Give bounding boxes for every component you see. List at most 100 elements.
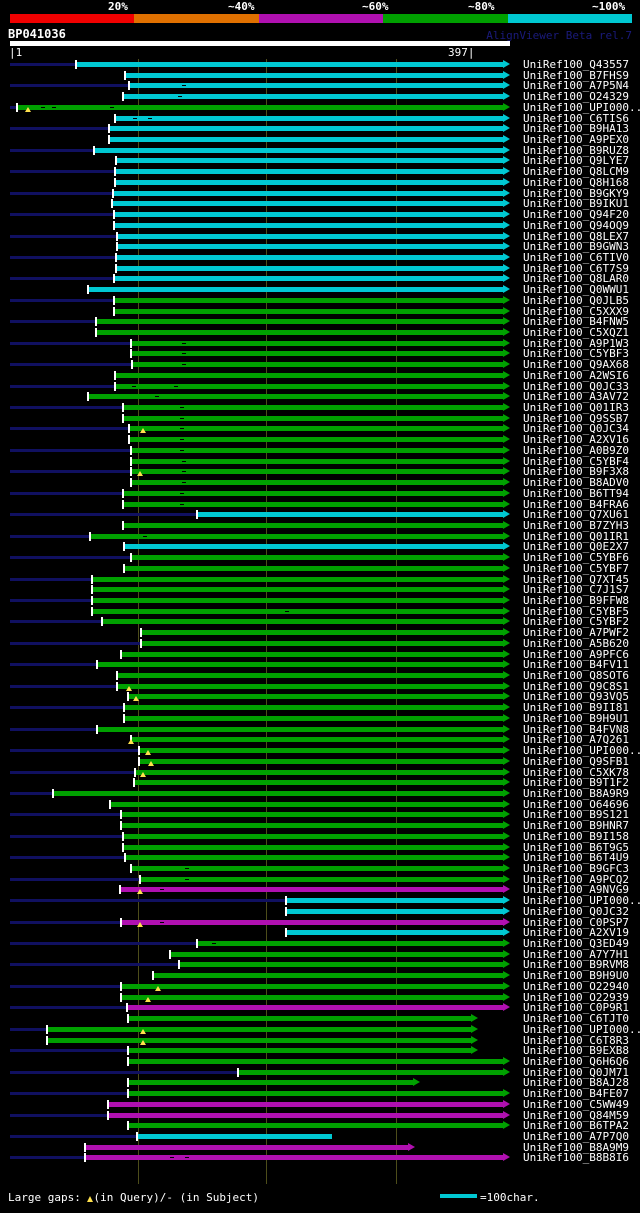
hsp-bar[interactable] [115, 180, 503, 185]
hsp-bar[interactable] [131, 555, 503, 560]
hsp-bar[interactable] [123, 502, 503, 507]
hsp-bar[interactable] [129, 437, 503, 442]
subject-label[interactable]: UniRef100_A7Y7H1 [523, 948, 629, 961]
hsp-bar[interactable] [170, 952, 503, 957]
subject-label[interactable]: UniRef100_Q93VQ5 [523, 690, 629, 703]
alignment-row[interactable]: UniRef100_B9FFW8 [0, 595, 640, 606]
alignment-row[interactable]: UniRef100_C7J1S7 [0, 584, 640, 595]
hsp-bar[interactable] [139, 748, 503, 753]
alignment-row[interactable]: UniRef100_A7Q261 [0, 734, 640, 745]
subject-label[interactable]: UniRef100_B8AJ28 [523, 1076, 629, 1089]
hsp-bar[interactable] [53, 791, 503, 796]
hsp-bar[interactable] [88, 394, 503, 399]
alignment-row[interactable]: UniRef100_B4FV11 [0, 659, 640, 670]
subject-label[interactable]: UniRef100_C0P9R1 [523, 1001, 629, 1014]
alignment-row[interactable]: UniRef100_B8ADV0 [0, 477, 640, 488]
hsp-bar[interactable] [97, 727, 503, 732]
subject-label[interactable]: UniRef100_C6TIV0 [523, 251, 629, 264]
alignment-row[interactable]: UniRef100_Q8LAR0 [0, 273, 640, 284]
alignment-row[interactable]: UniRef100_B7ZYH3 [0, 520, 640, 531]
hsp-bar[interactable] [108, 1113, 503, 1118]
alignment-row[interactable]: UniRef100_A9PEX0 [0, 134, 640, 145]
subject-label[interactable]: UniRef100_Q8LCM9 [523, 165, 629, 178]
hsp-bar[interactable] [128, 1091, 503, 1096]
alignment-row[interactable]: UniRef100_C5XK78 [0, 767, 640, 778]
hsp-bar[interactable] [117, 673, 503, 678]
subject-label[interactable]: UniRef100_Q3ED49 [523, 937, 629, 950]
alignment-row[interactable]: UniRef100_B8B8I6 [0, 1152, 640, 1163]
hsp-bar[interactable] [131, 480, 503, 485]
subject-label[interactable]: UniRef100_B9T1F2 [523, 776, 629, 789]
hsp-bar[interactable] [109, 137, 503, 142]
alignment-row[interactable]: UniRef100_B9RVM8 [0, 959, 640, 970]
hsp-bar[interactable] [97, 662, 503, 667]
hsp-bar[interactable] [96, 319, 503, 324]
alignment-row[interactable]: UniRef100_A9PCQ2 [0, 874, 640, 885]
hsp-bar[interactable] [110, 802, 503, 807]
subject-label[interactable]: UniRef100_UPI000.. [523, 744, 640, 757]
hsp-bar[interactable] [47, 1038, 471, 1043]
alignment-row[interactable]: UniRef100_A7P7Q0 [0, 1131, 640, 1142]
subject-label[interactable]: UniRef100_C0PSP7 [523, 916, 629, 929]
hsp-bar[interactable] [131, 866, 503, 871]
hsp-bar[interactable] [128, 1080, 413, 1085]
hsp-bar[interactable] [117, 244, 503, 249]
alignment-row[interactable]: UniRef100_B9S121 [0, 809, 640, 820]
subject-label[interactable]: UniRef100_Q0JLB5 [523, 294, 629, 307]
subject-label[interactable]: UniRef100_A2WSI6 [523, 369, 629, 382]
subject-label[interactable]: UniRef100_Q9SFB1 [523, 755, 629, 768]
hsp-bar[interactable] [17, 105, 503, 110]
hsp-bar[interactable] [286, 930, 503, 935]
hsp-bar[interactable] [117, 234, 503, 239]
hsp-bar[interactable] [47, 1027, 471, 1032]
hsp-bar[interactable] [92, 577, 503, 582]
hsp-bar[interactable] [139, 759, 503, 764]
hsp-bar[interactable] [94, 148, 503, 153]
subject-label[interactable]: UniRef100_A7P5N4 [523, 79, 629, 92]
alignment-row[interactable]: UniRef100_C5YBF2 [0, 616, 640, 627]
hsp-bar[interactable] [286, 898, 503, 903]
hsp-bar[interactable] [115, 384, 503, 389]
hsp-bar[interactable] [135, 770, 503, 775]
subject-label[interactable]: UniRef100_B8A9M9 [523, 1141, 629, 1154]
subject-label[interactable]: UniRef100_Q0E2X7 [523, 540, 629, 553]
alignment-row[interactable]: UniRef100_B6T9G5 [0, 842, 640, 853]
subject-label[interactable]: UniRef100_C5YBF2 [523, 615, 629, 628]
subject-label[interactable]: UniRef100_B9H9U1 [523, 712, 629, 725]
subject-label[interactable]: UniRef100_B9RVM8 [523, 958, 629, 971]
hsp-bar[interactable] [124, 705, 503, 710]
alignment-row[interactable]: UniRef100_Q7XT45 [0, 574, 640, 585]
alignment-row[interactable]: UniRef100_B9IKU1 [0, 198, 640, 209]
alignment-row[interactable]: UniRef100_Q9LYE7 [0, 155, 640, 166]
subject-label[interactable]: UniRef100_C5YBF7 [523, 562, 629, 575]
subject-label[interactable]: UniRef100_B9RUZ8 [523, 144, 629, 157]
subject-label[interactable]: UniRef100_Q01IR3 [523, 401, 629, 414]
subject-label[interactable]: UniRef100_C5YBF3 [523, 347, 629, 360]
hsp-bar[interactable] [121, 920, 503, 925]
alignment-row[interactable]: UniRef100_Q8SOT6 [0, 670, 640, 681]
alignment-row[interactable]: UniRef100_Q9C8S1 [0, 681, 640, 692]
hsp-bar[interactable] [114, 298, 503, 303]
alignment-row[interactable]: UniRef100_B9RUZ8 [0, 145, 640, 156]
hsp-bar[interactable] [129, 83, 503, 88]
hsp-bar[interactable] [128, 1048, 471, 1053]
subject-label[interactable]: UniRef100_C6TJT0 [523, 1012, 629, 1025]
subject-label[interactable]: UniRef100_Q9LYE7 [523, 154, 629, 167]
subject-label[interactable]: UniRef100_B6TT94 [523, 487, 629, 500]
subject-label[interactable]: UniRef100_Q0JC32 [523, 905, 629, 918]
alignment-row[interactable]: UniRef100_O24329 [0, 91, 640, 102]
alignment-row[interactable]: UniRef100_Q9SFB1 [0, 756, 640, 767]
alignment-row[interactable]: UniRef100_A2WSI6 [0, 370, 640, 381]
subject-label[interactable]: UniRef100_Q9C8S1 [523, 680, 629, 693]
subject-label[interactable]: UniRef100_UPI000.. [523, 101, 640, 114]
hsp-bar[interactable] [96, 330, 503, 335]
alignment-row[interactable]: UniRef100_Q84M59 [0, 1110, 640, 1121]
subject-label[interactable]: UniRef100_B6T4U9 [523, 851, 629, 864]
alignment-row[interactable]: UniRef100_B9GWN3 [0, 241, 640, 252]
subject-label[interactable]: UniRef100_B6TPA2 [523, 1119, 629, 1132]
alignment-row[interactable]: UniRef100_A0B9Z0 [0, 445, 640, 456]
alignment-row[interactable]: UniRef100_Q43557 [0, 59, 640, 70]
alignment-row[interactable]: UniRef100_C5YBF3 [0, 348, 640, 359]
subject-label[interactable]: UniRef100_A2XV16 [523, 433, 629, 446]
subject-label[interactable]: UniRef100_Q0JC34 [523, 422, 629, 435]
